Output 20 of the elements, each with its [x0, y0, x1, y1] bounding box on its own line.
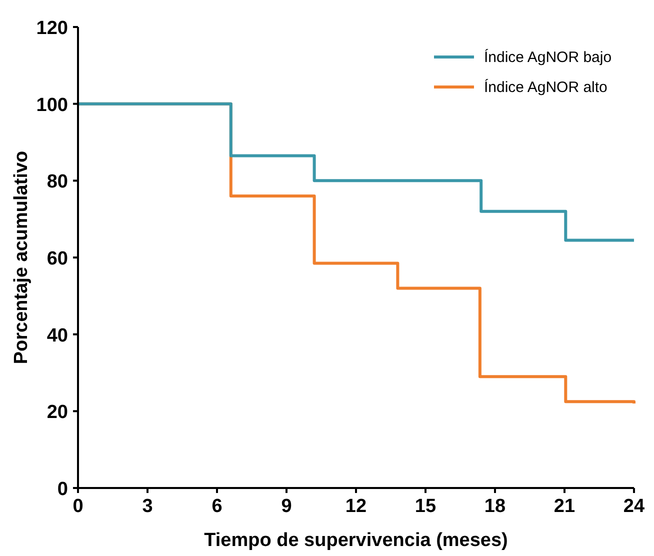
- legend-label: Índice AgNOR alto: [484, 78, 608, 96]
- y-axis-title: Porcentaje acumulativo: [11, 150, 32, 364]
- x-tick-label: 24: [623, 496, 645, 517]
- y-tick-label: 20: [46, 402, 68, 424]
- x-tick-label: 12: [345, 496, 367, 517]
- y-tick-label: 40: [46, 325, 68, 346]
- legend-label: Índice AgNOR bajo: [484, 48, 612, 66]
- y-tick-label: 80: [46, 172, 68, 193]
- x-tick-label: 18: [484, 496, 506, 517]
- x-tick-label: 0: [72, 496, 84, 517]
- x-tick-label: 15: [414, 496, 436, 517]
- x-axis-title: Tiempo de supervivencia (meses): [204, 530, 508, 551]
- y-tick-label: 120: [36, 18, 68, 39]
- y-tick-label: 60: [46, 248, 68, 270]
- x-tick-label: 6: [212, 496, 222, 517]
- x-tick-label: 3: [142, 496, 153, 517]
- y-tick-label: 0: [57, 479, 68, 500]
- x-tick-label: 21: [554, 496, 576, 517]
- x-tick-label: 9: [281, 496, 292, 517]
- y-tick-label: 100: [36, 94, 68, 116]
